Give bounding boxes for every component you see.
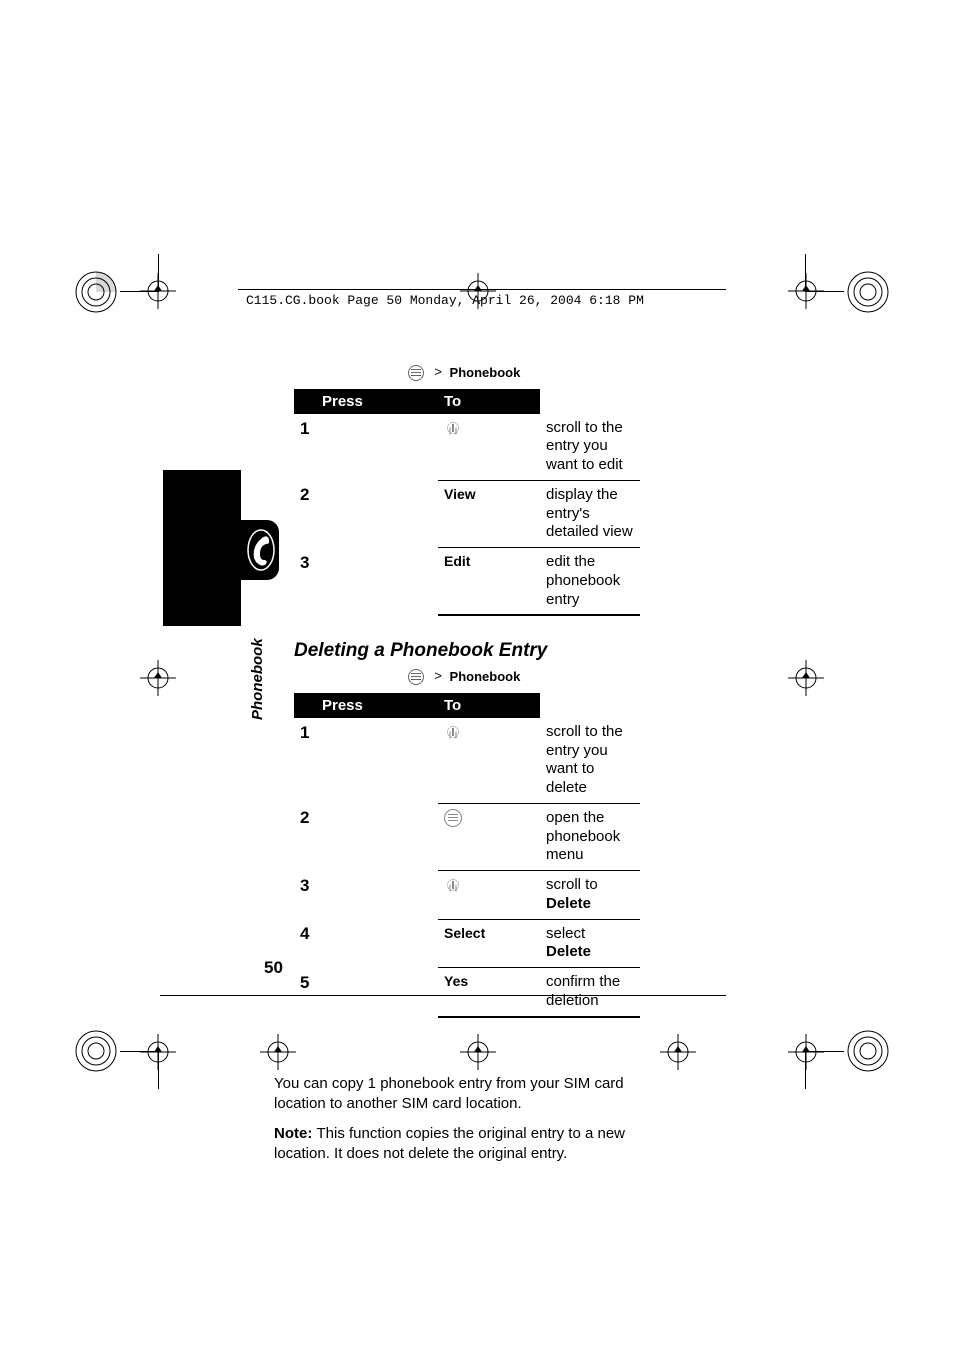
note-para: Note: This function copies the original …	[274, 1124, 654, 1165]
col-to: To	[438, 693, 540, 718]
step-number: 2	[294, 480, 438, 547]
press-cell	[438, 718, 540, 804]
step-number: 2	[294, 803, 438, 870]
copy-para: You can copy 1 phonebook entry from your…	[274, 1074, 654, 1115]
action-name: Delete	[546, 895, 591, 912]
table-row: 2Viewdisplay the entry's detailed view	[294, 480, 640, 547]
phone-icon	[246, 528, 276, 572]
page-number: 50	[264, 958, 283, 978]
to-cell: edit the phonebook entry	[540, 548, 640, 616]
table-row: 2 open the phonebook menu	[294, 803, 640, 870]
step-number: 4	[294, 919, 438, 968]
col-press: Press	[294, 693, 438, 718]
edit-entry-table: Press To 1 scroll to the entry you want t…	[294, 389, 640, 617]
breadcrumb: > Phonebook	[274, 668, 654, 685]
footer-rule	[160, 995, 726, 996]
table-row: 4Selectselect Delete	[294, 919, 640, 968]
registration-mark	[788, 660, 824, 696]
delete-entry-table: Press To 1 scroll to the entry you want t…	[294, 693, 640, 1018]
crop-corner-tr	[846, 270, 890, 314]
sidebar-label: Phonebook	[249, 638, 266, 720]
registration-mark	[788, 273, 824, 309]
section-heading: Deleting a Phonebook Entry	[294, 640, 654, 662]
col-to: To	[438, 389, 540, 414]
menu-icon	[408, 669, 424, 685]
crop-corner-bl	[74, 1029, 118, 1073]
press-cell	[438, 871, 540, 920]
registration-mark	[660, 1034, 696, 1070]
step-number: 1	[294, 414, 438, 481]
press-cell: View	[438, 480, 540, 547]
nav-key-icon	[444, 723, 462, 741]
table-row: 5Yesconfirm the deletion	[294, 968, 640, 1017]
note-text: This function copies the original entry …	[274, 1125, 625, 1162]
sidebar-tab	[163, 470, 241, 626]
breadcrumb-label: Phonebook	[450, 365, 521, 380]
press-cell: Yes	[438, 968, 540, 1017]
step-number: 5	[294, 968, 438, 1017]
to-cell: confirm the deletion	[540, 968, 640, 1017]
table-row: 1 scroll to the entry you want to edit	[294, 414, 640, 481]
press-cell: Select	[438, 919, 540, 968]
crop-corner-tl	[74, 270, 118, 314]
header-rule	[238, 289, 726, 290]
to-cell: open the phonebook menu	[540, 803, 640, 870]
menu-key-icon	[444, 809, 462, 827]
to-cell: scroll to the entry you want to delete	[540, 718, 640, 804]
to-cell: scroll to the entry you want to edit	[540, 414, 640, 481]
menu-icon	[408, 365, 424, 381]
running-header: C115.CG.book Page 50 Monday, April 26, 2…	[246, 293, 644, 308]
nav-key-icon	[444, 876, 462, 894]
step-number: 3	[294, 548, 438, 616]
breadcrumb: > Phonebook	[274, 364, 654, 381]
table-row: 3Editedit the phonebook entry	[294, 548, 640, 616]
table-row: 1 scroll to the entry you want to delete	[294, 718, 640, 804]
page-content: > Phonebook Press To 1 scroll to the entr…	[274, 364, 654, 1165]
registration-mark	[788, 1034, 824, 1070]
breadcrumb-sep: >	[434, 668, 442, 683]
registration-mark	[140, 273, 176, 309]
note-label: Note:	[274, 1125, 317, 1142]
press-cell	[438, 803, 540, 870]
breadcrumb-sep: >	[434, 364, 442, 379]
breadcrumb-label: Phonebook	[450, 669, 521, 684]
table-row: 3 scroll to Delete	[294, 871, 640, 920]
nav-key-icon	[444, 419, 462, 437]
to-cell: scroll to Delete	[540, 871, 640, 920]
press-cell	[438, 414, 540, 481]
registration-mark	[140, 660, 176, 696]
step-number: 1	[294, 718, 438, 804]
col-press: Press	[294, 389, 438, 414]
action-name: Delete	[546, 943, 591, 960]
press-cell: Edit	[438, 548, 540, 616]
to-cell: select Delete	[540, 919, 640, 968]
registration-mark	[140, 1034, 176, 1070]
to-cell: display the entry's detailed view	[540, 480, 640, 547]
crop-corner-br	[846, 1029, 890, 1073]
step-number: 3	[294, 871, 438, 920]
